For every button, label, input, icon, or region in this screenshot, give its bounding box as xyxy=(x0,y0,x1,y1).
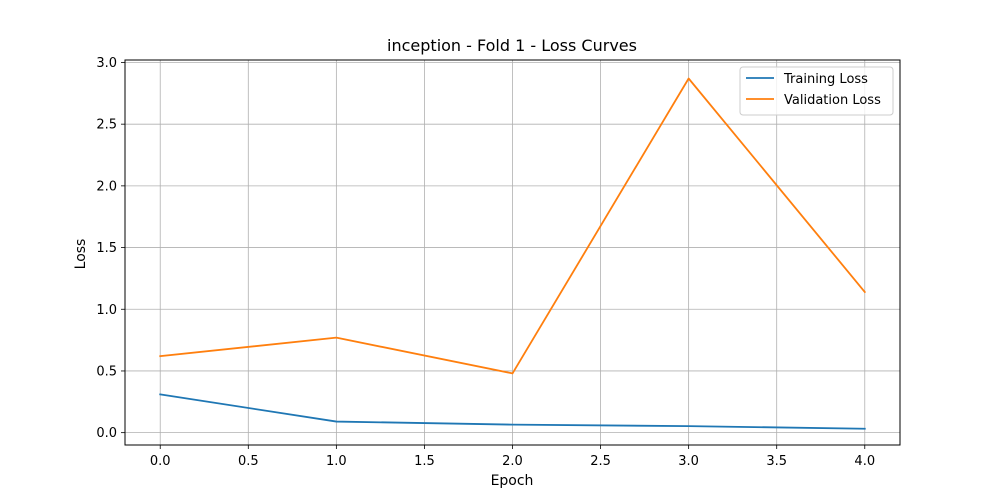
legend-box xyxy=(739,66,894,116)
y-tick-label: 3.0 xyxy=(96,56,117,71)
y-tick-label: 0.5 xyxy=(96,364,117,379)
x-tick-label: 3.0 xyxy=(678,454,699,469)
x-tick-label: 1.5 xyxy=(414,454,435,469)
x-tick-label: 0.0 xyxy=(150,454,171,469)
x-tick-label: 2.5 xyxy=(590,454,611,469)
series-line-validation-loss xyxy=(159,77,867,375)
legend-label-training-loss: Training Loss xyxy=(783,72,868,87)
y-tick-label: 1.5 xyxy=(96,241,117,256)
x-axis-title: Epoch xyxy=(491,473,534,489)
grid-lines xyxy=(125,60,900,445)
x-tick-label: 1.0 xyxy=(326,454,347,469)
y-tick-label: 1.0 xyxy=(96,303,117,318)
axis-ticks: 0.0 0.5 1.0 1.5 2.0 2.5 3.0 3.5 4.0 0.0 0.5 1.0 1.5 2… xyxy=(96,56,875,469)
y-tick-label: 2.0 xyxy=(96,179,117,194)
x-tick-label: 3.5 xyxy=(766,454,787,469)
chart-title: inception - Fold 1 - Loss Curves xyxy=(387,36,637,55)
y-tick-label: 2.5 xyxy=(96,118,117,133)
x-tick-label: 4.0 xyxy=(854,454,875,469)
x-tick-label: 2.0 xyxy=(502,454,523,469)
y-tick-label: 0.0 xyxy=(96,426,117,441)
legend-label-validation-loss: Validation Loss xyxy=(784,93,881,108)
legend: Training Loss Validation Loss xyxy=(739,66,894,116)
series-lines xyxy=(159,77,867,430)
series-line-training-loss xyxy=(159,393,866,430)
y-axis-title: Loss xyxy=(73,239,89,270)
x-tick-label: 0.5 xyxy=(238,454,259,469)
